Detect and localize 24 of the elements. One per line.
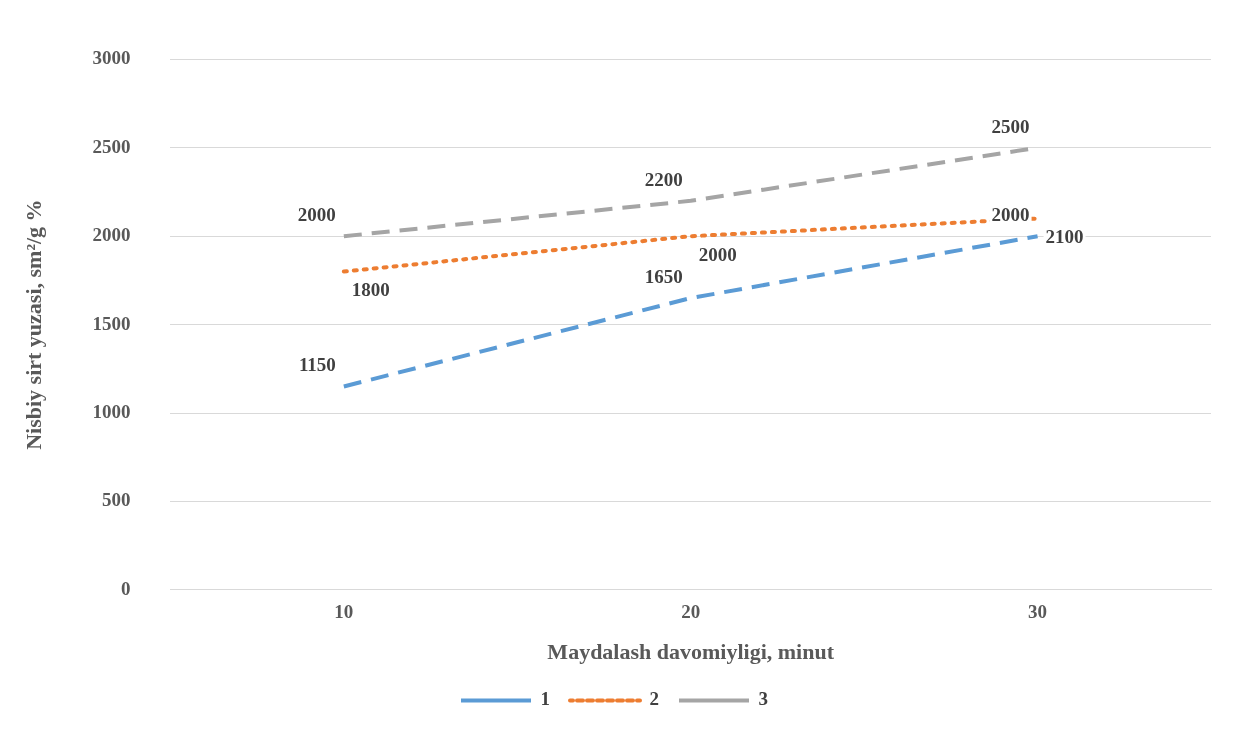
x-tick-label: 30 — [1028, 601, 1048, 623]
legend-label: 1 — [540, 688, 550, 710]
y-tick-label: 2000 — [92, 224, 131, 246]
x-tick-label: 20 — [681, 601, 701, 623]
x-tick-label: 10 — [334, 601, 354, 623]
y-axis-title: Nisbiy sirt yuzasi, sm²/g % — [20, 199, 46, 450]
y-tick-label: 3000 — [92, 47, 131, 69]
y-tick-label: 500 — [101, 489, 131, 511]
data-label: 1800 — [351, 279, 390, 301]
data-label: 1150 — [298, 354, 336, 376]
y-tick-label: 2500 — [92, 135, 131, 157]
legend-label: 3 — [758, 688, 768, 710]
legend-label: 2 — [649, 688, 659, 710]
data-label: 2100 — [1045, 226, 1084, 248]
data-label: 2000 — [698, 244, 737, 266]
data-label: 2200 — [644, 168, 683, 190]
data-label: 2000 — [297, 204, 336, 226]
data-label: 2000 — [991, 204, 1030, 226]
data-label: 1650 — [644, 265, 683, 287]
y-tick-label: 0 — [120, 577, 131, 599]
y-tick-label: 1000 — [92, 400, 131, 422]
data-label: 2500 — [991, 115, 1030, 137]
y-tick-label: 1500 — [92, 312, 131, 334]
x-axis-title: Maydalash davomiyligi, minut — [547, 639, 835, 665]
